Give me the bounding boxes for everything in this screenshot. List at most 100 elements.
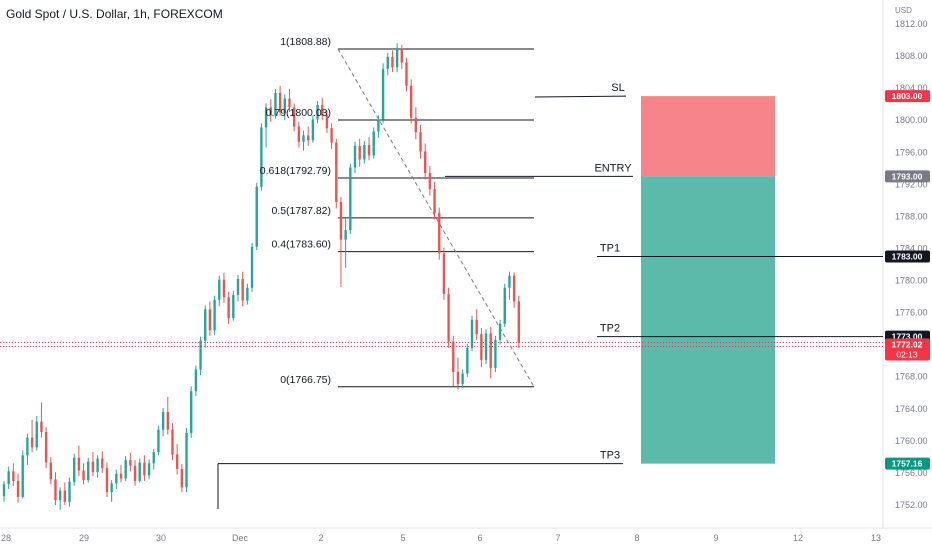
grid: [0, 0, 932, 529]
price-tag-sl[interactable]: [885, 90, 930, 103]
take-profit-zone[interactable]: [641, 176, 775, 464]
candle-body: [456, 371, 460, 384]
candle-body: [199, 340, 202, 370]
candle-body: [236, 278, 240, 295]
candle-body: [129, 460, 132, 466]
price-axis[interactable]: USD 1812.00 1808.00 1804.00 1800.00 1796.00 17…: [885, 6, 930, 510]
candle-body: [391, 56, 394, 68]
candle-body: [96, 458, 99, 473]
y-tick-label: 1812.00: [895, 19, 928, 29]
y-tick-label: 1756.00: [895, 468, 928, 478]
candle-body: [498, 323, 502, 340]
y-tick-label: 1752.00: [895, 500, 928, 510]
candle-body: [250, 246, 254, 288]
currency-label: USD: [895, 6, 912, 15]
drawing-lines[interactable]: [0, 48, 883, 510]
price-tag-entry[interactable]: [885, 170, 930, 183]
candle-body: [105, 468, 109, 493]
candle-body: [161, 412, 165, 430]
candle-body: [21, 455, 24, 497]
y-tick-label: 1792.00: [895, 179, 928, 189]
candle-body: [143, 462, 146, 476]
candle-body: [269, 107, 272, 116]
candle-body: [87, 461, 90, 481]
price-tag-text: 1773.00: [892, 332, 923, 342]
candle-body: [424, 151, 427, 174]
candle-body: [344, 230, 347, 240]
candle-body: [7, 471, 10, 485]
candle-body: [517, 301, 520, 343]
candle-body: [274, 92, 277, 116]
candle-body: [283, 98, 286, 113]
candle-body: [194, 369, 198, 392]
x-tick-label: 6: [477, 533, 482, 543]
candle-body: [461, 373, 464, 384]
candle-body: [82, 470, 85, 481]
candle-body: [166, 412, 169, 430]
risk-reward-zones[interactable]: [641, 96, 775, 464]
candle-body: [278, 92, 282, 113]
candle-body: [316, 104, 319, 120]
y-tick-label: 1804.00: [895, 83, 928, 93]
candle-body: [35, 421, 38, 448]
candle-body: [470, 319, 474, 348]
stop-loss-zone[interactable]: [641, 96, 775, 177]
candle-body: [101, 458, 104, 469]
candle-body: [190, 391, 193, 433]
candle-body: [349, 167, 352, 231]
current-price-text: 1772.02: [892, 340, 923, 350]
x-tick-label: 8: [634, 533, 639, 543]
sl-line[interactable]: [534, 95, 627, 98]
candle-body: [68, 481, 71, 502]
candle-body: [26, 437, 29, 456]
candle-body: [63, 490, 67, 502]
y-tick-label: 1796.00: [895, 147, 928, 157]
candle-body: [133, 465, 137, 481]
x-tick-label: Dec: [232, 533, 249, 543]
symbol-title[interactable]: Gold Spot / U.S. Dollar, 1h, FOREXCOM: [6, 7, 223, 21]
fib-level-label: 0.4(1783.60): [271, 239, 331, 251]
candle-body: [372, 131, 375, 156]
candle-body: [147, 463, 151, 476]
candle-body: [288, 98, 291, 108]
tp3-label: TP3: [600, 450, 620, 462]
candle-body: [171, 429, 174, 455]
fib-level-label: 0.5(1787.82): [271, 205, 331, 217]
fib-level-label: 1(1808.88): [280, 36, 331, 48]
candle-body: [353, 145, 357, 168]
entry-label: ENTRY: [594, 162, 632, 174]
candle-body: [292, 107, 296, 127]
candle-body: [232, 294, 235, 319]
candle-body: [466, 347, 469, 374]
time-axis[interactable]: 28 29 30 Dec 2 5 6 7 8 9 12 13: [1, 533, 881, 543]
candle-body: [180, 468, 184, 488]
candle-body: [452, 341, 455, 372]
candle-body: [419, 132, 422, 152]
candle-body: [227, 297, 230, 319]
candle-body: [241, 278, 244, 301]
price-tag-text: 1803.00: [892, 91, 923, 101]
candle-body: [115, 473, 118, 484]
candle-body: [395, 48, 399, 68]
candle-body: [119, 473, 123, 479]
candle-body: [49, 462, 52, 480]
price-tag-tp[interactable]: [885, 250, 930, 263]
x-tick-label: 28: [1, 533, 11, 543]
x-tick-label: 7: [555, 533, 560, 543]
price-tag-tp3[interactable]: [885, 457, 930, 470]
candle-body: [152, 452, 155, 464]
candle-body: [204, 309, 207, 341]
drawing-labels: 1(1808.88) 0.79(1800.03) 0.618(1792.79) 0.5…: [260, 36, 632, 462]
candle-body: [246, 287, 249, 301]
fib-trend-line[interactable]: [337, 48, 535, 388]
sl-label: SL: [611, 82, 624, 94]
candle-body: [503, 287, 506, 324]
y-tick-label: 1800.00: [895, 115, 928, 125]
current-price-tag[interactable]: [885, 338, 930, 361]
candle-body: [508, 275, 511, 288]
tp1-label: TP1: [600, 242, 620, 254]
x-tick-label: 5: [400, 533, 405, 543]
price-tag-text: 1793.00: [892, 171, 923, 181]
candle-body: [30, 437, 34, 448]
